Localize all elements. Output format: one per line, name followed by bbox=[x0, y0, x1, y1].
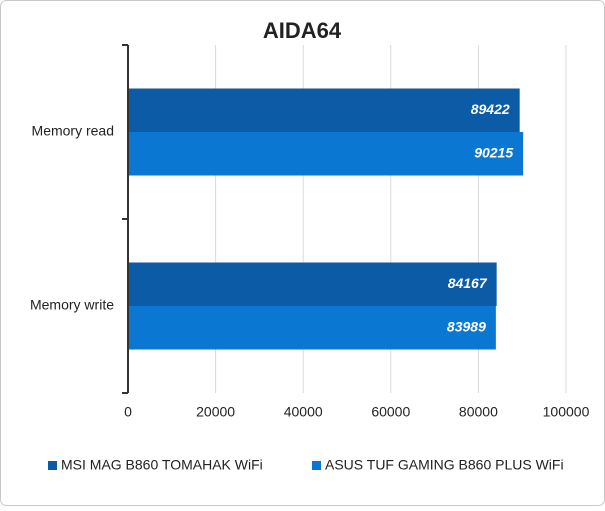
x-tick-label: 40000 bbox=[284, 404, 323, 420]
legend-swatch bbox=[312, 461, 321, 470]
x-tick-label: 80000 bbox=[459, 404, 498, 420]
x-tick-label: 100000 bbox=[543, 404, 590, 420]
data-label: 84167 bbox=[448, 275, 488, 291]
x-tick-label: 60000 bbox=[371, 404, 410, 420]
y-tick-label: Memory read bbox=[32, 123, 114, 139]
bar bbox=[128, 132, 524, 176]
y-tick-label: Memory write bbox=[30, 297, 114, 313]
data-label: 90215 bbox=[474, 144, 513, 160]
data-label: 83989 bbox=[447, 318, 486, 334]
legend-swatch bbox=[48, 461, 57, 470]
legend-label: MSI MAG B860 TOMAHAK WiFi bbox=[61, 457, 263, 473]
data-label: 89422 bbox=[471, 101, 510, 117]
bar bbox=[128, 262, 497, 306]
x-tick-label: 0 bbox=[124, 404, 132, 420]
bar bbox=[128, 88, 520, 132]
chart-title: AIDA64 bbox=[263, 18, 342, 43]
legend-label: ASUS TUF GAMING B860 PLUS WiFi bbox=[325, 457, 564, 473]
bar bbox=[128, 306, 496, 350]
x-tick-label: 20000 bbox=[196, 404, 235, 420]
